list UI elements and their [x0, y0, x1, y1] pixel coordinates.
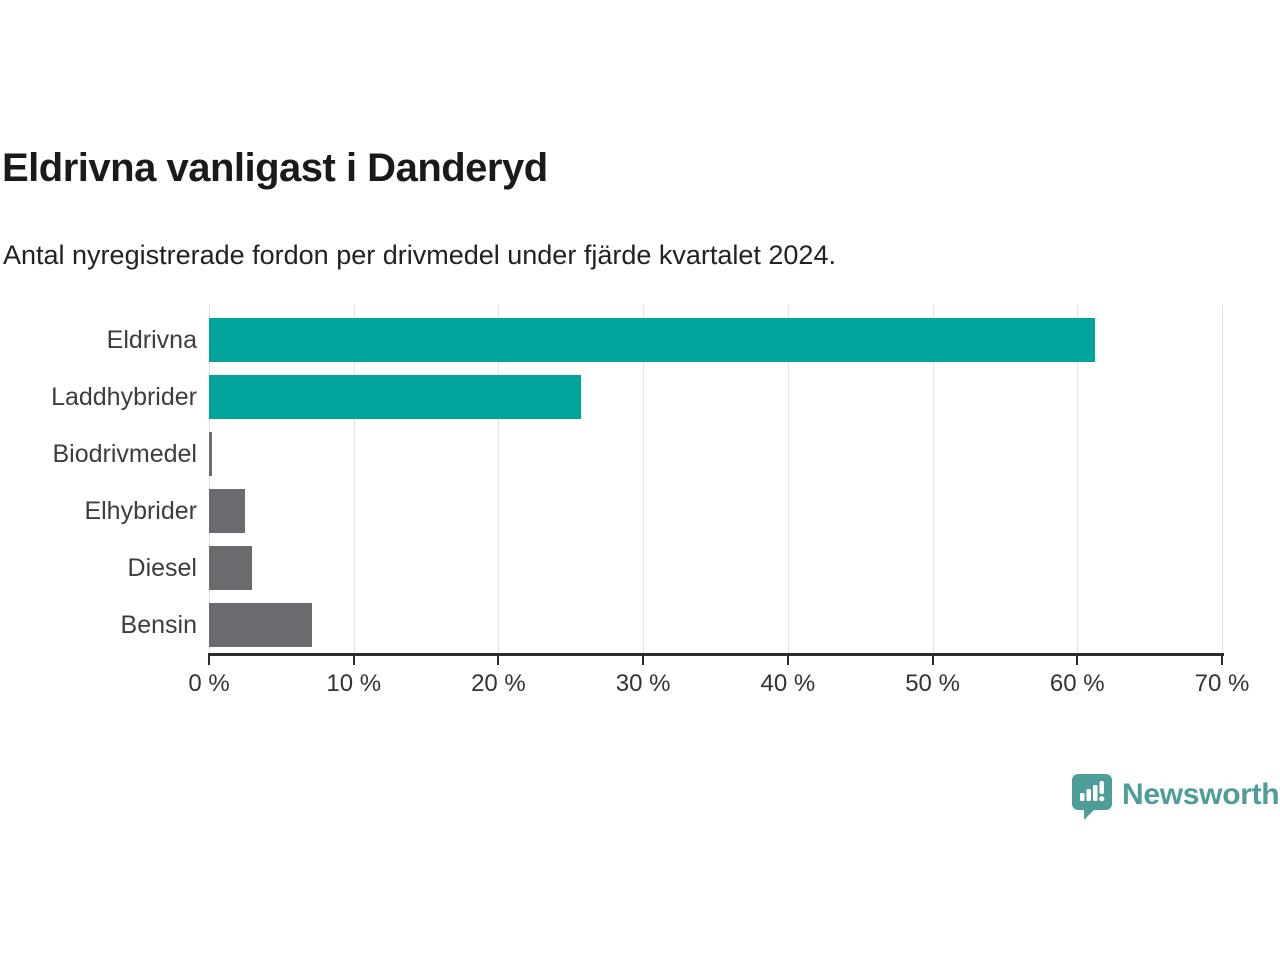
bar-eldrivna	[209, 318, 1095, 362]
category-label: Diesel	[127, 554, 197, 582]
x-axis-tick	[931, 653, 934, 665]
gridline	[787, 305, 789, 653]
bar-biodrivmedel	[209, 432, 212, 476]
x-tick-label: 10 %	[326, 670, 382, 697]
category-label: Elhybrider	[84, 497, 197, 525]
x-tick-label: 70 %	[1194, 670, 1250, 697]
newsworthy-logo-icon	[1072, 774, 1112, 825]
newsworthy-logo-text: Newsworthy	[1122, 778, 1280, 811]
x-axis-line	[208, 653, 1224, 656]
x-tick-label: 0 %	[188, 670, 230, 697]
gridline	[498, 305, 500, 653]
bar-laddhybrider	[209, 375, 581, 419]
bar-elhybrider	[209, 489, 246, 533]
x-axis-tick	[1221, 653, 1223, 665]
category-label: Laddhybrider	[51, 383, 197, 411]
x-axis-tick	[642, 653, 645, 665]
x-tick-label: 40 %	[760, 670, 816, 697]
x-axis-tick	[497, 653, 500, 665]
category-label: Eldrivna	[106, 326, 197, 354]
x-axis-tick	[786, 653, 789, 665]
chart-subtitle: Antal nyregistrerade fordon per drivmede…	[3, 240, 836, 270]
newsworthy-logo: Newsworthy	[1072, 774, 1280, 825]
bar-bensin	[209, 603, 312, 647]
x-tick-label: 50 %	[905, 670, 960, 697]
gridline	[1077, 305, 1079, 653]
x-tick-label: 20 %	[471, 670, 526, 697]
chart-title: Eldrivna vanligast i Danderyd	[2, 146, 548, 190]
category-label: Biodrivmedel	[52, 440, 197, 468]
gridline	[209, 305, 210, 653]
x-axis-tick	[352, 653, 355, 665]
x-axis-tick	[208, 653, 210, 665]
x-tick-label: 60 %	[1049, 670, 1105, 697]
x-axis-tick	[1076, 653, 1079, 665]
gridline	[353, 305, 355, 653]
x-tick-label: 30 %	[615, 670, 671, 697]
category-label: Bensin	[120, 611, 197, 639]
bar-diesel	[209, 546, 253, 590]
gridline	[932, 305, 934, 653]
gridline	[1222, 305, 1223, 653]
gridline	[643, 305, 645, 653]
